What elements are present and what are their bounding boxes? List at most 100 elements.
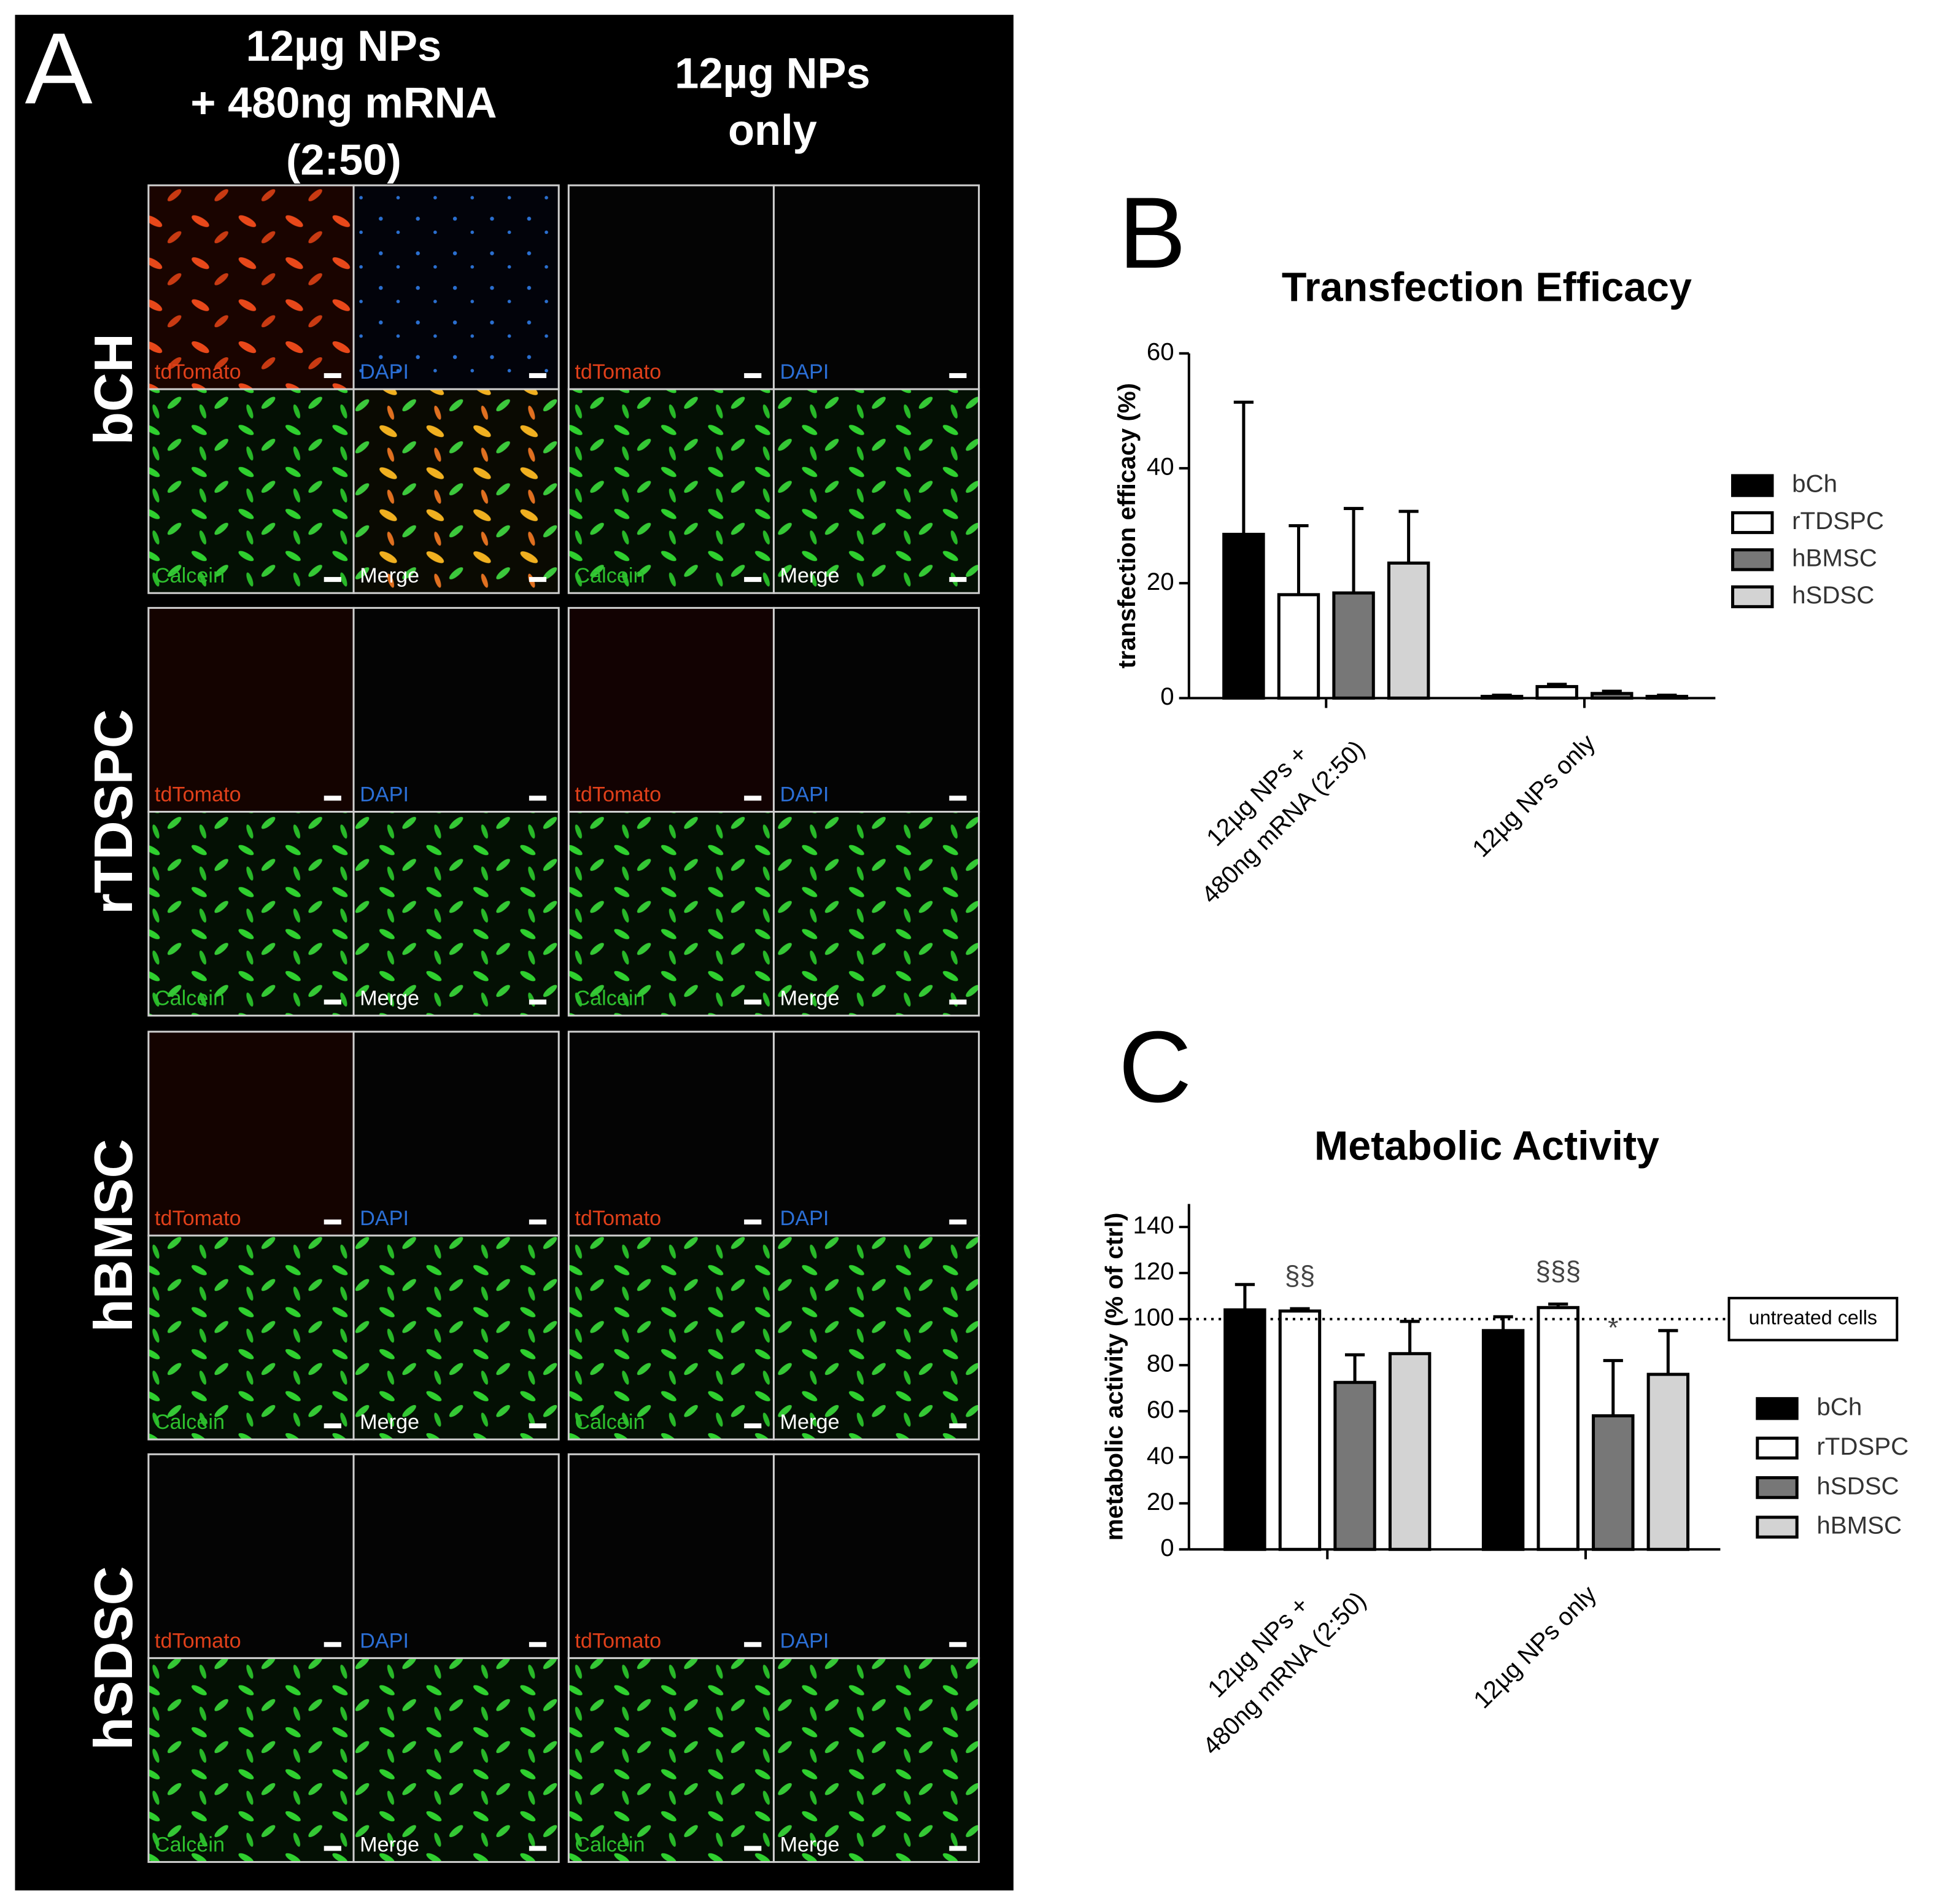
micrograph xyxy=(352,1453,560,1659)
scale-bar xyxy=(744,1219,762,1225)
legend-label: hBMSC xyxy=(1816,1512,1902,1539)
chart-title: Transfection Efficacy xyxy=(1282,265,1692,311)
channel-label: Calcein xyxy=(575,564,645,587)
scale-bar xyxy=(949,1642,967,1647)
channel-label: Merge xyxy=(780,564,840,587)
legend-label: bCh xyxy=(1792,470,1837,498)
row-label: rTDSPC xyxy=(83,709,144,915)
scale-bar xyxy=(744,1423,762,1429)
error-bar xyxy=(1657,694,1677,697)
error-bar xyxy=(1344,1353,1365,1383)
legend-swatch xyxy=(1756,1397,1799,1420)
scale-bar xyxy=(529,373,547,378)
error-bar xyxy=(1289,524,1309,595)
channel-label: DAPI xyxy=(360,1207,409,1230)
panel-label: C xyxy=(1118,1010,1192,1123)
micrograph xyxy=(567,1031,775,1237)
channel-label: tdTomato xyxy=(155,1207,241,1230)
scale-bar xyxy=(949,999,967,1005)
reference-label: untreated cells xyxy=(1749,1307,1877,1329)
scale-bar xyxy=(324,1846,341,1851)
scale-bar xyxy=(744,1642,762,1647)
scale-bar xyxy=(324,795,341,801)
micrograph xyxy=(147,1234,355,1441)
annotation: * xyxy=(1608,1313,1618,1343)
scale-bar xyxy=(744,373,762,378)
channel-label: Merge xyxy=(780,1833,840,1856)
scale-bar xyxy=(949,1423,967,1429)
bar xyxy=(1591,692,1634,700)
y-tick-label: 0 xyxy=(1160,683,1174,710)
micrograph xyxy=(352,388,560,594)
y-tick-label: 20 xyxy=(1147,568,1174,595)
y-tick-label: 40 xyxy=(1147,453,1174,481)
channel-label: Merge xyxy=(360,987,419,1010)
micrograph xyxy=(352,1657,560,1863)
micrograph xyxy=(352,606,560,813)
bar xyxy=(1592,1414,1635,1551)
scale-bar xyxy=(529,577,547,582)
error-bar xyxy=(1235,1283,1255,1310)
error-bar xyxy=(1233,400,1254,535)
scale-bar xyxy=(324,373,341,378)
legend-label: hSDSC xyxy=(1816,1472,1899,1500)
channel-label: DAPI xyxy=(780,783,829,806)
x-tick-label-group: 12µg NPs +480ng mRNA (2:50) xyxy=(1196,735,1370,908)
legend-swatch xyxy=(1756,1476,1799,1500)
y-tick-label: 0 xyxy=(1160,1534,1174,1562)
annotation: §§ xyxy=(1285,1261,1315,1291)
channel-label: DAPI xyxy=(780,1629,829,1652)
micrograph xyxy=(147,184,355,390)
x-tick-label-group: 12µg NPs only xyxy=(1468,1580,1602,1714)
micrograph xyxy=(772,811,980,1017)
micrograph xyxy=(772,606,980,813)
micrograph xyxy=(147,388,355,594)
micrograph xyxy=(567,1234,775,1441)
row-label: hBMSC xyxy=(83,1139,144,1333)
channel-label: Merge xyxy=(780,1411,840,1434)
micrograph xyxy=(147,1031,355,1237)
micrograph xyxy=(352,1031,560,1237)
micrograph xyxy=(147,811,355,1017)
legend-swatch xyxy=(1731,511,1774,535)
bar xyxy=(1223,1308,1266,1551)
error-bar xyxy=(1343,506,1364,594)
scale-bar xyxy=(744,577,762,582)
scale-bar xyxy=(324,1219,341,1225)
channel-label: Calcein xyxy=(155,564,225,587)
scale-bar xyxy=(744,1846,762,1851)
legend-swatch xyxy=(1731,474,1774,497)
bar xyxy=(1333,1380,1376,1551)
micrograph xyxy=(772,1031,980,1237)
legend-swatch xyxy=(1731,548,1774,571)
legend-label: rTDSPC xyxy=(1816,1433,1909,1460)
channel-label: tdTomato xyxy=(155,1629,241,1652)
micrograph xyxy=(772,1453,980,1659)
legend-swatch xyxy=(1756,1515,1799,1539)
y-tick-label: 80 xyxy=(1147,1350,1174,1377)
channel-label: tdTomato xyxy=(575,1207,661,1230)
panel-label: B xyxy=(1118,176,1186,289)
y-tick-label: 40 xyxy=(1147,1442,1174,1469)
bar xyxy=(1277,593,1320,700)
channel-label: tdTomato xyxy=(155,360,241,384)
column-header: 12µg NPs xyxy=(246,21,442,70)
micrograph xyxy=(567,1453,775,1659)
column-header: + 480ng mRNA xyxy=(190,79,497,127)
channel-label: DAPI xyxy=(780,360,829,384)
column-header: only xyxy=(728,106,817,154)
legend-swatch xyxy=(1756,1436,1799,1460)
y-tick-label: 20 xyxy=(1147,1488,1174,1515)
error-bar xyxy=(1548,1302,1568,1308)
x-tick-label: 12µg NPs only xyxy=(1468,1580,1602,1714)
scale-bar xyxy=(324,1423,341,1429)
scale-bar xyxy=(529,1219,547,1225)
channel-label: Calcein xyxy=(155,987,225,1010)
y-tick-label: 120 xyxy=(1133,1258,1174,1285)
row-label: hSDSC xyxy=(83,1566,144,1750)
chart-title: Metabolic Activity xyxy=(1314,1124,1659,1169)
error-bar xyxy=(1493,1315,1513,1331)
x-tick-label-group: 12µg NPs only xyxy=(1467,729,1601,862)
scale-bar xyxy=(949,795,967,801)
